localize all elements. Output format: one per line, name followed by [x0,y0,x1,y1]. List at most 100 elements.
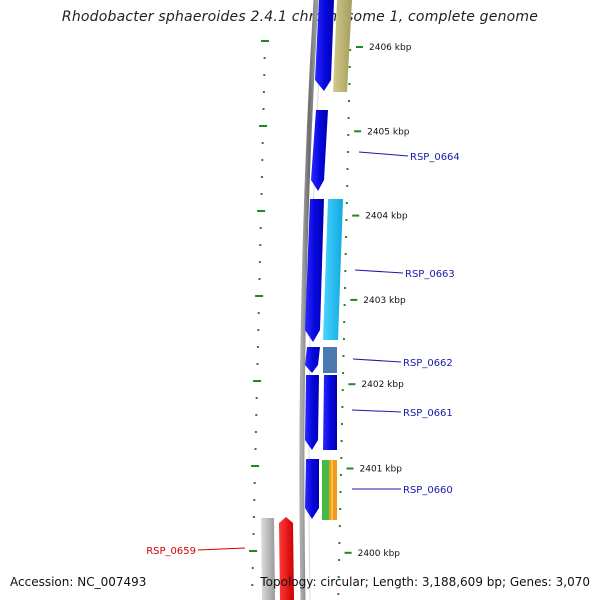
cds-feature [311,110,328,191]
scale-mark [346,168,349,170]
scale-mark [259,125,268,127]
second-track-features [322,0,352,520]
kbp-tick-label: 2403 kbp [363,296,406,306]
scale-mark [339,491,342,493]
scale-mark [257,312,260,314]
scale-mark [340,440,343,442]
scale-mark [254,431,257,433]
scale-mark [255,295,264,297]
scale-mark [346,151,349,153]
scale-mark [338,525,341,527]
scale-mark [255,414,258,416]
scale-mark [253,482,256,484]
scale-mark [345,202,348,204]
scale-mark [261,159,264,161]
scale-mark [343,304,346,306]
scale-ticks: 2406 kbp 2405 kbp 2404 kbp 2403 kbp 2402 kbp… [344,43,412,559]
cds-feature [305,375,319,450]
scale-mark [347,134,350,136]
map-title: Rhodobacter sphaeroides 2.4.1 chromosome… [61,9,539,25]
cds-feature [305,347,320,373]
scale-mark [348,83,351,85]
scale-mark [261,142,264,144]
gene-label[interactable]: RSP_0661 [403,408,453,419]
scale-mark [343,321,346,323]
kbp-tick [352,214,360,217]
scale-mark [259,244,262,246]
scale-mark [337,576,340,578]
scale-mark [348,100,350,102]
gene-label[interactable]: RSP_0662 [403,358,453,369]
scale-mark [339,474,342,476]
scale-mark [253,499,256,501]
scale-mark [262,91,265,93]
scale-mark [342,372,345,374]
scale-mark [257,329,260,331]
scale-mark [256,363,259,365]
scale-mark [251,584,254,586]
feature-red [279,517,294,600]
scale-mark [263,74,266,76]
scale-mark [251,567,254,569]
scale-mark [341,406,344,408]
scale-mark [340,457,343,459]
kbp-tick [356,46,363,48]
gene-labels: RSP_0664 RSP_0663 RSP_0662 RSP_0661 RSP_0660… [146,151,460,557]
scale-mark [259,227,262,229]
scale-mark [260,176,263,178]
scale-mark [262,108,265,110]
scale-mark [338,542,341,544]
scale-mark [349,49,352,51]
gene-label[interactable]: RSP_0664 [410,152,460,163]
backbone-ring [299,0,319,600]
scale-mark [261,40,269,42]
feature-khaki [333,0,352,92]
feature-cyan [323,199,343,340]
scale-mark [252,516,255,518]
scale-mark [341,423,343,425]
scale-mark [256,346,259,348]
scale-mark [260,193,263,195]
scale-mark [345,236,348,238]
cds-feature [323,375,337,450]
feature-green [322,460,329,520]
gene-label[interactable]: RSP_0660 [403,485,453,496]
gene-label-leader [351,409,402,413]
accession-text: Accession: NC_007493 [10,575,147,589]
scale-mark [249,550,258,552]
scale-mark [342,338,345,340]
scale-mark [258,261,261,263]
kbp-tick-label: 2400 kbp [358,549,401,559]
gene-label[interactable]: RSP_0659 [146,546,196,557]
kbp-tick-label: 2402 kbp [361,380,404,390]
cds-feature [305,459,319,519]
scale-mark [339,508,342,510]
scale-mark [251,465,260,467]
scale-mark [347,117,350,119]
kbp-tick-label: 2404 kbp [365,212,408,222]
outer-scale-marks [337,49,352,595]
kbp-tick [350,298,358,301]
feature-grey [261,518,275,600]
kbp-tick-label: 2401 kbp [360,465,403,475]
scale-mark [348,66,351,68]
scale-mark [258,278,261,280]
gene-label[interactable]: RSP_0663 [405,269,455,280]
scale-mark [341,389,344,391]
gene-label-leader [358,151,409,157]
gene-label-leader [354,269,404,274]
scale-mark [344,270,347,272]
scale-mark [263,57,266,59]
cds-feature [315,0,334,91]
inner-scale-marks [249,40,269,586]
scale-mark [252,533,255,535]
scale-mark [344,287,346,289]
kbp-tick [344,551,352,554]
scale-mark [338,559,341,561]
genome-summary-text: Topology: circular; Length: 3,188,609 bp… [260,575,590,589]
kbp-tick [354,130,362,133]
feature-steel-blue [323,347,337,373]
scale-mark [257,210,266,212]
forward-strand-features [305,0,334,519]
gene-label-leader [197,547,246,551]
